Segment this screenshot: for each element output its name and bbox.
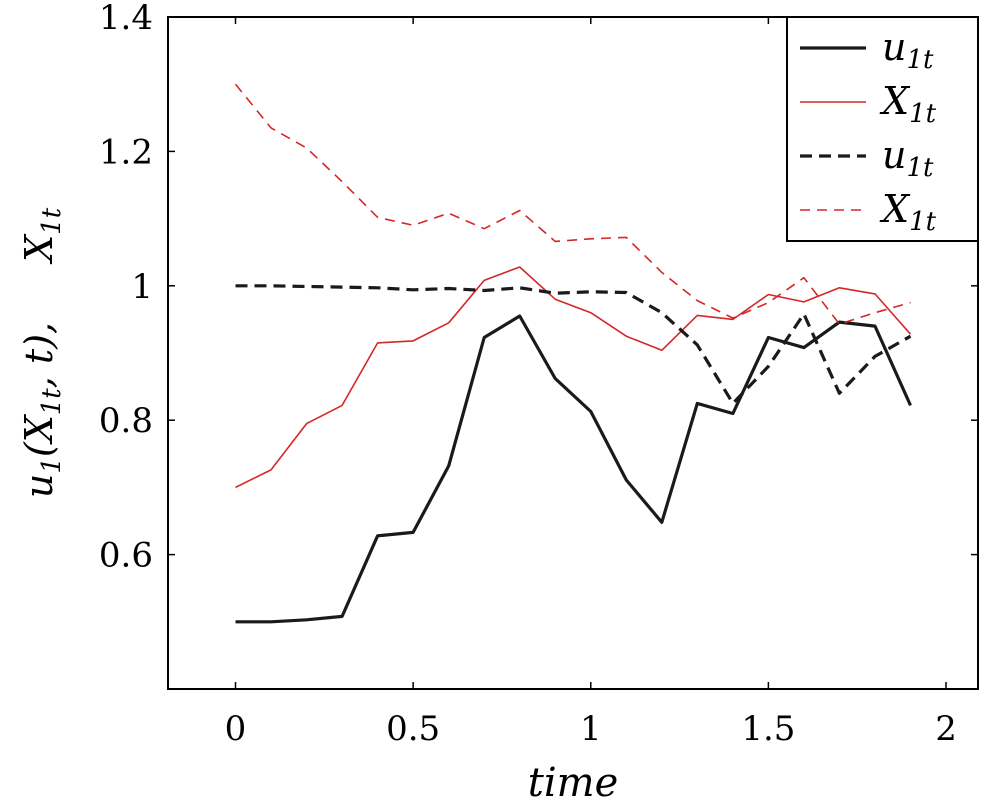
series-line-3 [235, 284, 912, 405]
x-tick-labels: 0 0.5 1 1.5 2 [225, 709, 957, 749]
y-axis-label: u1(X1t, t),X1t [17, 207, 67, 498]
y-tick-label: 1.4 [99, 0, 153, 38]
legend-box [786, 16, 979, 242]
legend-label: X1t [879, 79, 937, 129]
x-tick-label: 0 [225, 709, 247, 749]
series-line-4 [234, 83, 911, 325]
series-line-1 [235, 314, 912, 624]
y-tick-label: 1.2 [99, 132, 153, 172]
legend-label: u1t [882, 25, 934, 75]
x-tick-label: 0.5 [386, 709, 440, 749]
x-tick-label: 1.5 [741, 709, 795, 749]
x-tick-label: 1 [580, 709, 602, 749]
svg-text:u1(X1t, t),X1t: u1(X1t, t),X1t [17, 207, 67, 498]
legend-label: u1t [882, 133, 934, 183]
y-tick-label: 0.6 [99, 536, 153, 576]
y-tick-label: 1 [131, 267, 153, 307]
x-axis-label: time [528, 760, 618, 805]
y-tick-labels: 0.6 0.8 1 1.2 1.4 [99, 0, 153, 576]
plot-area-frame [167, 16, 979, 690]
legend-label: X1t [879, 187, 937, 237]
series-lines [234, 83, 912, 624]
y-tick-label: 0.8 [99, 401, 153, 441]
series-line-2 [235, 266, 912, 489]
x-tick-label: 2 [935, 709, 957, 749]
